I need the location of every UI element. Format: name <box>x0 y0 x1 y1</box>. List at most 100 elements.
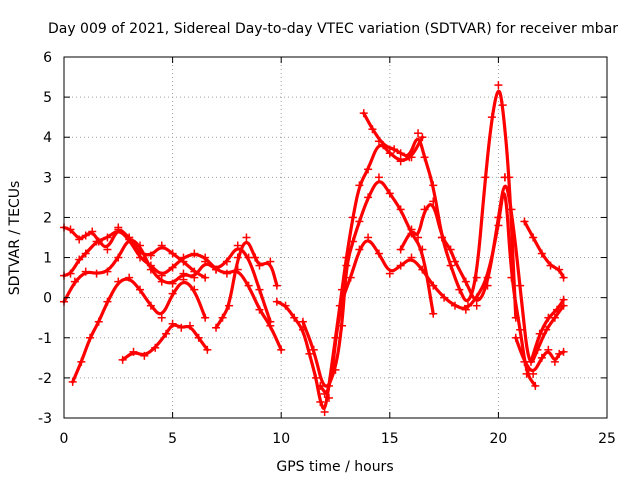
data-point <box>348 237 357 246</box>
x-tick-label: 20 <box>489 431 507 447</box>
data-point <box>559 295 568 304</box>
data-point <box>531 381 540 390</box>
data-point <box>68 377 77 386</box>
chart-title: Day 009 of 2021, Sidereal Day-to-day VTE… <box>48 21 618 37</box>
data-point <box>75 235 84 244</box>
data-point <box>429 309 438 318</box>
data-point <box>125 233 134 242</box>
data-point <box>396 205 405 214</box>
data-point <box>418 245 427 254</box>
data-point <box>374 173 383 182</box>
data-point <box>168 279 177 288</box>
data-point <box>185 321 194 330</box>
data-point <box>255 305 264 314</box>
data-point <box>546 261 555 270</box>
data-point <box>201 273 210 282</box>
data-point <box>222 269 231 278</box>
data-point <box>179 275 188 284</box>
data-point <box>194 333 203 342</box>
x-tick-label: 15 <box>381 431 399 447</box>
data-point <box>125 273 134 282</box>
data-point <box>203 345 212 354</box>
data-point <box>266 257 275 266</box>
y-tick-label: 2 <box>43 210 52 226</box>
data-point <box>281 301 290 310</box>
data-point <box>118 355 127 364</box>
data-point <box>559 273 568 282</box>
data-point <box>162 329 171 338</box>
data-point <box>385 189 394 198</box>
data-point <box>88 227 97 236</box>
plot-frame <box>63 56 608 419</box>
y-tick-label: -1 <box>38 331 52 347</box>
data-point <box>177 323 186 332</box>
data-point <box>190 285 199 294</box>
data-point <box>364 165 373 174</box>
data-point <box>359 109 368 118</box>
y-tick-label: 5 <box>43 90 52 106</box>
data-point <box>66 225 75 234</box>
data-point <box>516 281 525 290</box>
data-point <box>140 351 149 360</box>
data-point <box>420 153 429 162</box>
data-point <box>168 263 177 272</box>
data-point <box>168 249 177 258</box>
data-point <box>364 193 373 202</box>
data-point <box>179 253 188 262</box>
data-point <box>396 261 405 270</box>
data-point <box>255 261 264 270</box>
data-point <box>414 233 423 242</box>
series-arc-6 <box>214 240 279 330</box>
data-point <box>520 217 529 226</box>
data-point <box>481 173 490 182</box>
data-point <box>136 241 145 250</box>
data-point <box>114 225 123 234</box>
data-point <box>355 245 364 254</box>
data-point <box>368 125 377 134</box>
data-point <box>418 265 427 274</box>
data-point <box>355 181 364 190</box>
data-point <box>487 113 496 122</box>
x-axis-label: GPS time / hours <box>276 459 393 475</box>
data-point <box>103 297 112 306</box>
data-point <box>446 261 455 270</box>
data-point <box>316 397 325 406</box>
data-point <box>272 297 281 306</box>
data-point <box>157 241 166 250</box>
data-point <box>516 325 525 334</box>
data-point <box>429 281 438 290</box>
data-point <box>461 277 470 286</box>
data-point <box>324 393 333 402</box>
data-point <box>529 369 538 378</box>
data-point <box>225 301 234 310</box>
data-point <box>70 277 79 286</box>
data-point <box>364 233 373 242</box>
y-tick-label: -2 <box>38 371 52 387</box>
data-point <box>461 305 470 314</box>
data-point <box>420 205 429 214</box>
data-point <box>550 357 559 366</box>
data-point <box>405 153 414 162</box>
y-tick-label: 6 <box>43 50 52 66</box>
y-tick-label: 1 <box>43 251 52 267</box>
data-point <box>81 267 90 276</box>
data-point <box>472 273 481 282</box>
data-point <box>212 265 221 274</box>
data-point <box>385 149 394 158</box>
data-point <box>92 269 101 278</box>
data-point <box>537 353 546 362</box>
data-point <box>81 249 90 258</box>
data-point <box>537 249 546 258</box>
data-point <box>309 345 318 354</box>
data-point <box>157 277 166 286</box>
data-point <box>498 101 507 110</box>
data-point <box>407 225 416 234</box>
data-point <box>396 245 405 254</box>
data-layer <box>60 81 568 416</box>
axis-ticks: 0 5 10 15 20 25 -3 -2 -1 0 1 2 3 4 5 6 <box>38 50 616 447</box>
data-point <box>86 333 95 342</box>
data-point <box>511 313 520 322</box>
data-point <box>146 265 155 274</box>
data-point <box>190 273 199 282</box>
data-point <box>463 301 472 310</box>
